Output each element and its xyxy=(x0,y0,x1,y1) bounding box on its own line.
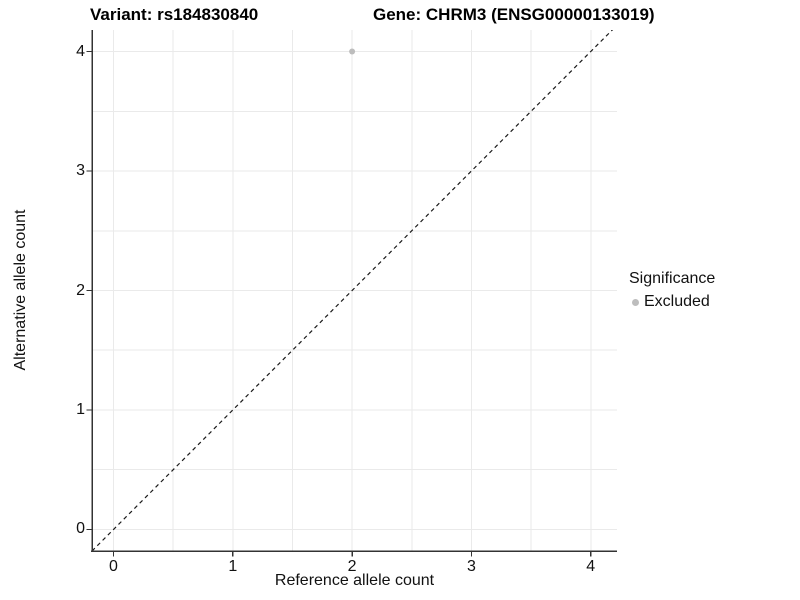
data-point-excluded xyxy=(349,48,356,55)
y-tick-label: 0 xyxy=(76,520,85,538)
legend-item-label: Excluded xyxy=(644,293,710,310)
x-tick-label: 1 xyxy=(228,558,238,575)
legend-item-excluded: Excluded xyxy=(629,292,715,312)
x-tick-label: 4 xyxy=(586,558,596,575)
legend-title: Significance xyxy=(629,270,716,287)
x-tick-label: 0 xyxy=(109,558,118,575)
x-tick-label: 2 xyxy=(347,558,357,575)
identity-line xyxy=(92,30,614,551)
legend-marker-circle-icon xyxy=(632,298,639,306)
y-tick-label: 2 xyxy=(76,281,85,299)
legend: Significance Excluded xyxy=(629,269,715,312)
x-tick-label: 3 xyxy=(466,558,476,575)
y-axis-title: Alternative allele count xyxy=(12,209,29,371)
y-tick-label: 3 xyxy=(76,162,85,179)
y-tick-label: 1 xyxy=(76,400,85,418)
chart-title-gene: Gene: CHRM3 (ENSG00000133019) xyxy=(373,5,655,24)
x-axis-title: Reference allele count xyxy=(274,572,435,589)
chart-title-variant: Variant: rs184830840 xyxy=(90,5,259,24)
legend-items: Excluded xyxy=(629,292,715,312)
y-tick-label: 4 xyxy=(76,42,85,60)
